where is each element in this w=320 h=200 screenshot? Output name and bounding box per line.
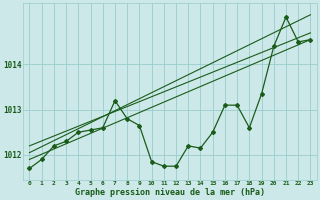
X-axis label: Graphe pression niveau de la mer (hPa): Graphe pression niveau de la mer (hPa): [75, 188, 265, 197]
